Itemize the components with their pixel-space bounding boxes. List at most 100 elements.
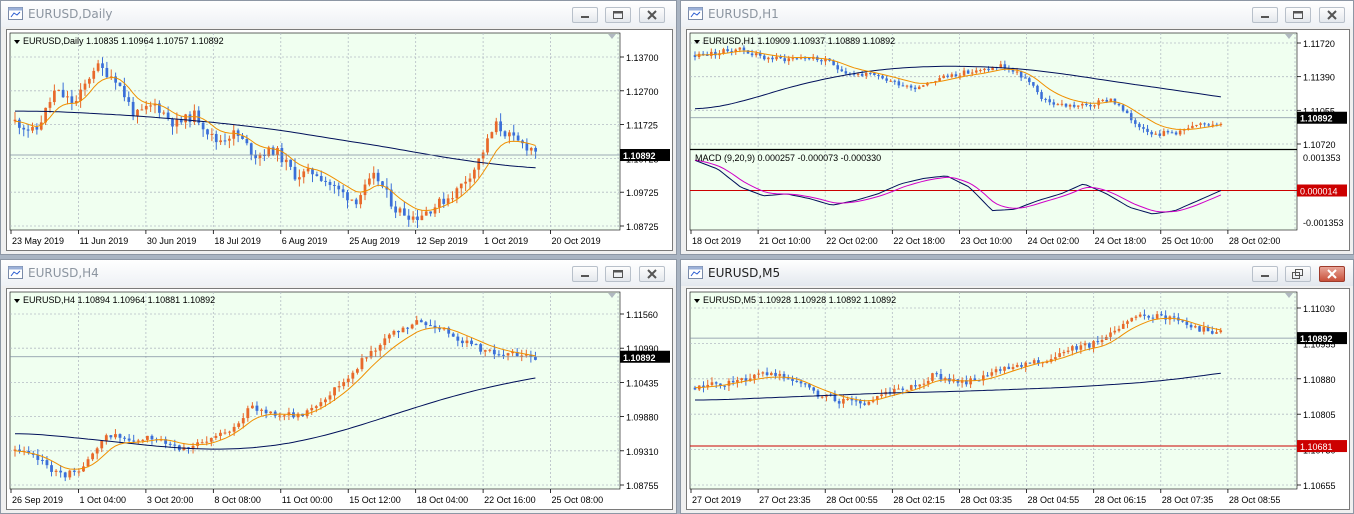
candle-body — [50, 465, 53, 472]
time-axis-label: 25 Aug 2019 — [349, 236, 400, 246]
candle-body — [403, 208, 406, 216]
candle-body — [315, 174, 319, 176]
candle-body — [298, 177, 301, 180]
candle-body — [74, 100, 78, 104]
candle-body — [328, 395, 332, 400]
candle-body — [451, 198, 454, 200]
price-chart[interactable]: 1.11720 1.11390 1.11055 1.10720 18 Oct 2019 2… — [686, 29, 1350, 251]
candle-body — [287, 412, 291, 416]
moving-average-slow — [694, 65, 1221, 110]
candle-body — [488, 349, 492, 351]
price-chart[interactable]: 1.11560 1.10990 1.10435 1.09880 1.09310 1.087… — [6, 288, 673, 510]
candle-body — [905, 389, 909, 391]
candle-body — [1138, 123, 1141, 128]
time-axis-label: 11 Jun 2019 — [79, 236, 128, 246]
chart-window-eurusd-h4[interactable]: EURUSD,H4 1.11560 1.10990 1.10435 1.09880 1.… — [0, 259, 677, 514]
maximize-button[interactable] — [1285, 7, 1311, 23]
candle-body — [44, 107, 47, 123]
maximize-button[interactable] — [605, 7, 631, 23]
candle-body — [473, 169, 476, 179]
candle-body — [114, 76, 117, 83]
time-axis-label: 28 Oct 02:15 — [893, 495, 945, 505]
candle-body — [844, 71, 848, 74]
price-axis-label: 1.09310 — [626, 447, 659, 457]
candle-body — [88, 78, 91, 84]
close-button[interactable] — [1319, 266, 1345, 282]
price-chart[interactable]: 1.110301.109551.108801.108051.107301.106… — [686, 288, 1350, 510]
candle-body — [100, 440, 104, 449]
maximize-button[interactable] — [605, 266, 631, 282]
macd-signal-line — [694, 159, 1222, 213]
chart-canvas: 1.11560 1.10990 1.10435 1.09880 1.09310 1.087… — [7, 289, 672, 509]
candle-body — [1181, 320, 1184, 322]
price-axis-label: 1.11560 — [626, 310, 658, 320]
price-axis-label: 1.11030 — [1303, 304, 1335, 314]
time-axis-label: 23 Oct 10:00 — [960, 236, 1012, 246]
candle-body — [26, 129, 30, 131]
candle-body — [411, 216, 415, 220]
candle-body — [999, 64, 1003, 68]
time-axis-label: 22 Oct 16:00 — [484, 495, 536, 505]
candle-body — [101, 63, 104, 68]
close-icon — [1327, 269, 1337, 279]
window-title: EURUSD,M5 — [708, 266, 781, 280]
candle-body — [1075, 346, 1078, 350]
candle-body — [210, 133, 214, 135]
candle-body — [1121, 323, 1125, 329]
candle-body — [786, 378, 790, 380]
candle-body — [131, 101, 135, 117]
price-axis-label: 1.11725 — [626, 121, 658, 131]
candle-body — [228, 431, 231, 433]
price-chart[interactable]: 1.137001.127001.117251.107251.097251.087… — [6, 29, 673, 251]
candle-body — [118, 434, 122, 438]
candle-body — [1079, 345, 1083, 350]
window-titlebar[interactable]: EURUSD,H1 — [681, 1, 1353, 27]
candle-body — [465, 340, 469, 344]
candle-body — [205, 441, 209, 443]
moving-average-slow — [695, 372, 1221, 401]
candle-body — [333, 184, 336, 186]
close-button[interactable] — [1319, 7, 1345, 23]
minimize-button[interactable] — [572, 7, 598, 23]
candle-body — [791, 379, 794, 381]
candle-body — [271, 147, 275, 156]
chart-window-eurusd-h1[interactable]: EURUSD,H1 1.11720 1.11390 1.11055 1.10720 18… — [680, 0, 1354, 255]
candle-body — [979, 70, 982, 72]
candle-body — [1028, 362, 1032, 364]
candle-body — [136, 440, 140, 442]
maximize-button[interactable] — [1285, 266, 1311, 282]
close-button[interactable] — [639, 266, 665, 282]
time-axis-label: 11 Oct 00:00 — [282, 495, 333, 505]
candle-body — [795, 58, 799, 60]
candle-body — [710, 382, 714, 385]
candle-body — [241, 135, 244, 139]
candle-body — [36, 454, 40, 460]
candle-body — [92, 70, 96, 79]
chart-window-eurusd-m5[interactable]: EURUSD,M5 1.11030 1.10955 1.10880 1.10805 1.… — [680, 259, 1354, 514]
candle-body — [873, 73, 876, 75]
candle-body — [1170, 132, 1174, 134]
candle-body — [922, 85, 925, 87]
candle-body — [346, 192, 349, 201]
price-axis-label: 1.10720 — [1303, 140, 1336, 150]
candle-body — [779, 56, 782, 59]
candle-body — [57, 89, 61, 91]
price-axis-label: 1.10990 — [626, 344, 659, 354]
window-titlebar[interactable]: EURUSD,M5 — [681, 260, 1353, 286]
minimize-button[interactable] — [572, 266, 598, 282]
candle-body — [1166, 131, 1170, 133]
window-titlebar[interactable]: EURUSD,Daily — [1, 1, 676, 27]
candle-body — [1015, 364, 1019, 368]
minimize-button[interactable] — [1252, 266, 1278, 282]
candle-body — [351, 372, 355, 379]
close-icon — [647, 10, 657, 20]
candle-body — [267, 147, 271, 156]
minimize-button[interactable] — [1252, 7, 1278, 23]
candle-body — [376, 172, 380, 182]
window-titlebar[interactable]: EURUSD,H4 — [1, 260, 676, 286]
candle-body — [1174, 132, 1178, 135]
chart-window-eurusd-daily[interactable]: EURUSD,Daily 1.137001.127001.117251.1072… — [0, 0, 677, 255]
close-button[interactable] — [639, 7, 665, 23]
candle-body — [460, 340, 464, 344]
candle-body — [816, 390, 820, 397]
